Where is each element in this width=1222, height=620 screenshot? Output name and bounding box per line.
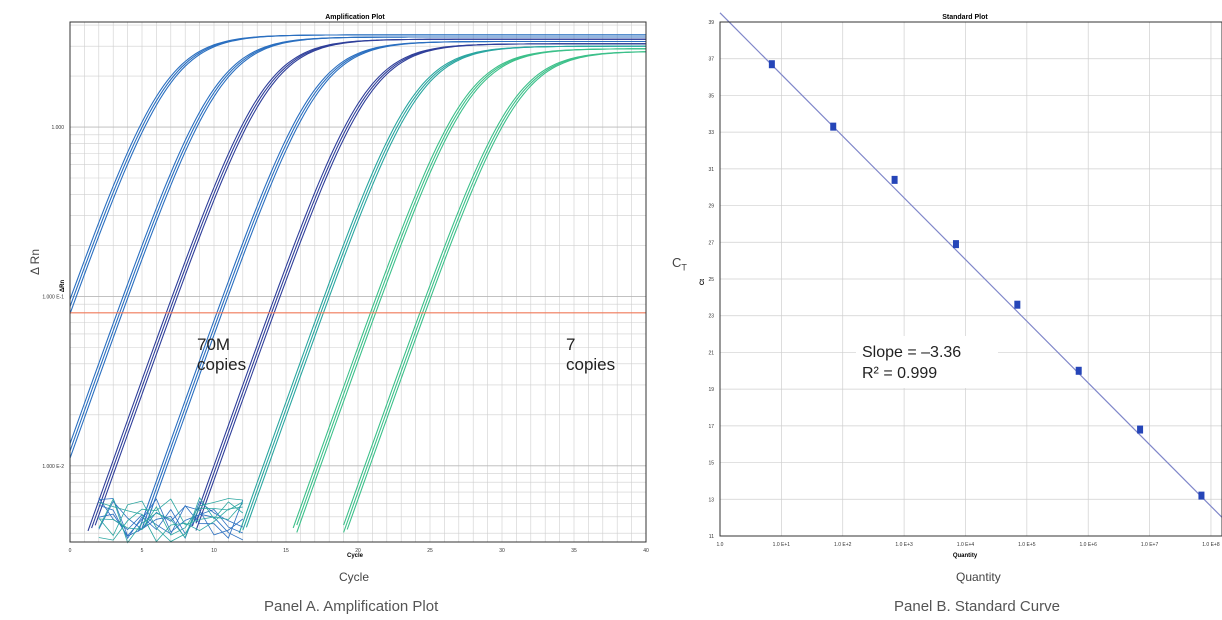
x-tick-label: 0 <box>69 548 72 554</box>
x-tick-label: 1.0 E+8 <box>1202 542 1220 548</box>
data-points <box>768 60 1205 500</box>
label-low-copies-unit: copies <box>566 355 615 374</box>
amplification-curve <box>69 36 646 459</box>
tick-labels: 0 5 10 15 20 25 30 35 40 1.000 1.000 E-1 1.000 E-2 <box>42 125 649 554</box>
inner-x-label: Cycle <box>347 553 364 559</box>
amplification-curve <box>145 40 646 526</box>
outer-y-label: Δ Rn <box>28 248 43 276</box>
data-point <box>830 122 837 131</box>
baseline-noise <box>98 498 243 537</box>
inner-y-label: Ct <box>700 279 706 285</box>
panel-b: Standard Plot Ct Quantity 1.0 1.0 E+1 1.0 … <box>672 0 1222 620</box>
x-tick-label: 1.0 E+3 <box>895 542 913 548</box>
x-tick-label: 1.0 E+7 <box>1141 542 1159 548</box>
y-tick-label: 39 <box>708 20 714 26</box>
annotation-box <box>856 336 998 388</box>
amplification-curve <box>195 43 646 531</box>
x-tick-label: 1.0 E+2 <box>834 542 852 548</box>
data-point <box>768 60 775 69</box>
y-tick-label: 21 <box>708 350 714 356</box>
x-tick-label: 1.0 E+4 <box>957 542 975 548</box>
label-high-copies-unit: copies <box>197 355 246 374</box>
chart-title: Standard Plot <box>942 14 988 21</box>
panel-a: Amplification Plot ΔRn Cycle 0 5 10 15 20 25 3… <box>0 0 660 615</box>
data-point <box>1198 491 1205 500</box>
baseline-noise <box>98 496 244 544</box>
r2-annotation: R² = 0.999 <box>862 365 937 382</box>
amplification-plot: Amplification Plot ΔRn Cycle 0 5 10 15 20 25 3… <box>0 0 660 560</box>
data-point <box>891 175 898 184</box>
x-tick-label: 1.0 <box>717 542 724 548</box>
inner-x-label: Quantity <box>953 553 978 559</box>
x-tick-label: 35 <box>571 548 577 554</box>
x-tick-label: 15 <box>283 548 289 554</box>
amplification-curves <box>69 34 647 544</box>
data-point <box>1137 425 1144 434</box>
panel-a-caption: Panel A. Amplification Plot <box>264 598 439 615</box>
y-tick-label: 15 <box>708 461 714 467</box>
y-tick-label: 13 <box>708 497 714 503</box>
label-high-copies: 70M <box>197 335 230 354</box>
y-tick-label: 17 <box>708 424 714 430</box>
standard-plot: Standard Plot Ct Quantity 1.0 1.0 E+1 1.0 … <box>680 0 1222 560</box>
baseline-noise <box>98 500 244 536</box>
outer-x-label: Quantity <box>956 570 1001 584</box>
y-tick-label: 25 <box>708 277 714 283</box>
amplification-curve <box>296 48 646 533</box>
x-tick-label: 40 <box>643 548 649 554</box>
y-tick-label: 33 <box>708 130 714 136</box>
y-tick-label: 23 <box>708 314 714 320</box>
y-tick-label: 35 <box>708 93 714 99</box>
y-tick-label: 29 <box>708 204 714 210</box>
baseline-noise <box>98 498 243 536</box>
baseline-noise <box>98 497 244 539</box>
y-tick-label: 1.000 E-2 <box>42 464 64 470</box>
panel-b-caption: Panel B. Standard Curve <box>894 598 1060 615</box>
x-tick-label: 1.0 E+6 <box>1080 542 1098 548</box>
data-point <box>1014 300 1021 309</box>
outer-y-label: CT <box>672 255 687 273</box>
x-tick-label: 5 <box>141 548 144 554</box>
y-tick-label: 11 <box>709 534 714 540</box>
amplification-curve <box>69 34 646 314</box>
y-tick-label: 1.000 E-1 <box>42 294 64 300</box>
x-tick-label: 30 <box>499 548 505 554</box>
outer-y-label-main: C <box>672 255 682 270</box>
y-tick-label: 19 <box>708 387 714 393</box>
chart-title: Amplification Plot <box>325 14 385 21</box>
y-tick-label: 37 <box>708 57 714 63</box>
y-tick-label: 31 <box>708 167 714 173</box>
baseline-noise <box>98 502 243 543</box>
data-point <box>952 240 959 249</box>
amplification-curve <box>346 51 647 530</box>
data-point <box>1075 366 1082 375</box>
tick-labels: 1.0 1.0 E+1 1.0 E+2 1.0 E+3 1.0 E+4 1.0 E+5 1.… <box>708 20 1219 548</box>
x-tick-label: 20 <box>355 548 361 554</box>
x-tick-label: 1.0 E+1 <box>773 542 791 548</box>
x-tick-label: 10 <box>211 548 217 554</box>
y-tick-label: 1.000 <box>51 125 64 131</box>
y-tick-label: 27 <box>708 240 714 246</box>
inner-y-label: ΔRn <box>60 280 66 293</box>
x-tick-label: 25 <box>427 548 433 554</box>
outer-y-label-sub: T <box>681 262 687 273</box>
amplification-curve <box>94 38 646 526</box>
slope-annotation: Slope = –3.36 <box>862 344 961 361</box>
x-tick-label: 1.0 E+5 <box>1018 542 1036 548</box>
outer-x-label: Cycle <box>339 570 370 584</box>
label-low-copies: 7 <box>566 335 575 354</box>
amplification-curve <box>245 45 646 528</box>
